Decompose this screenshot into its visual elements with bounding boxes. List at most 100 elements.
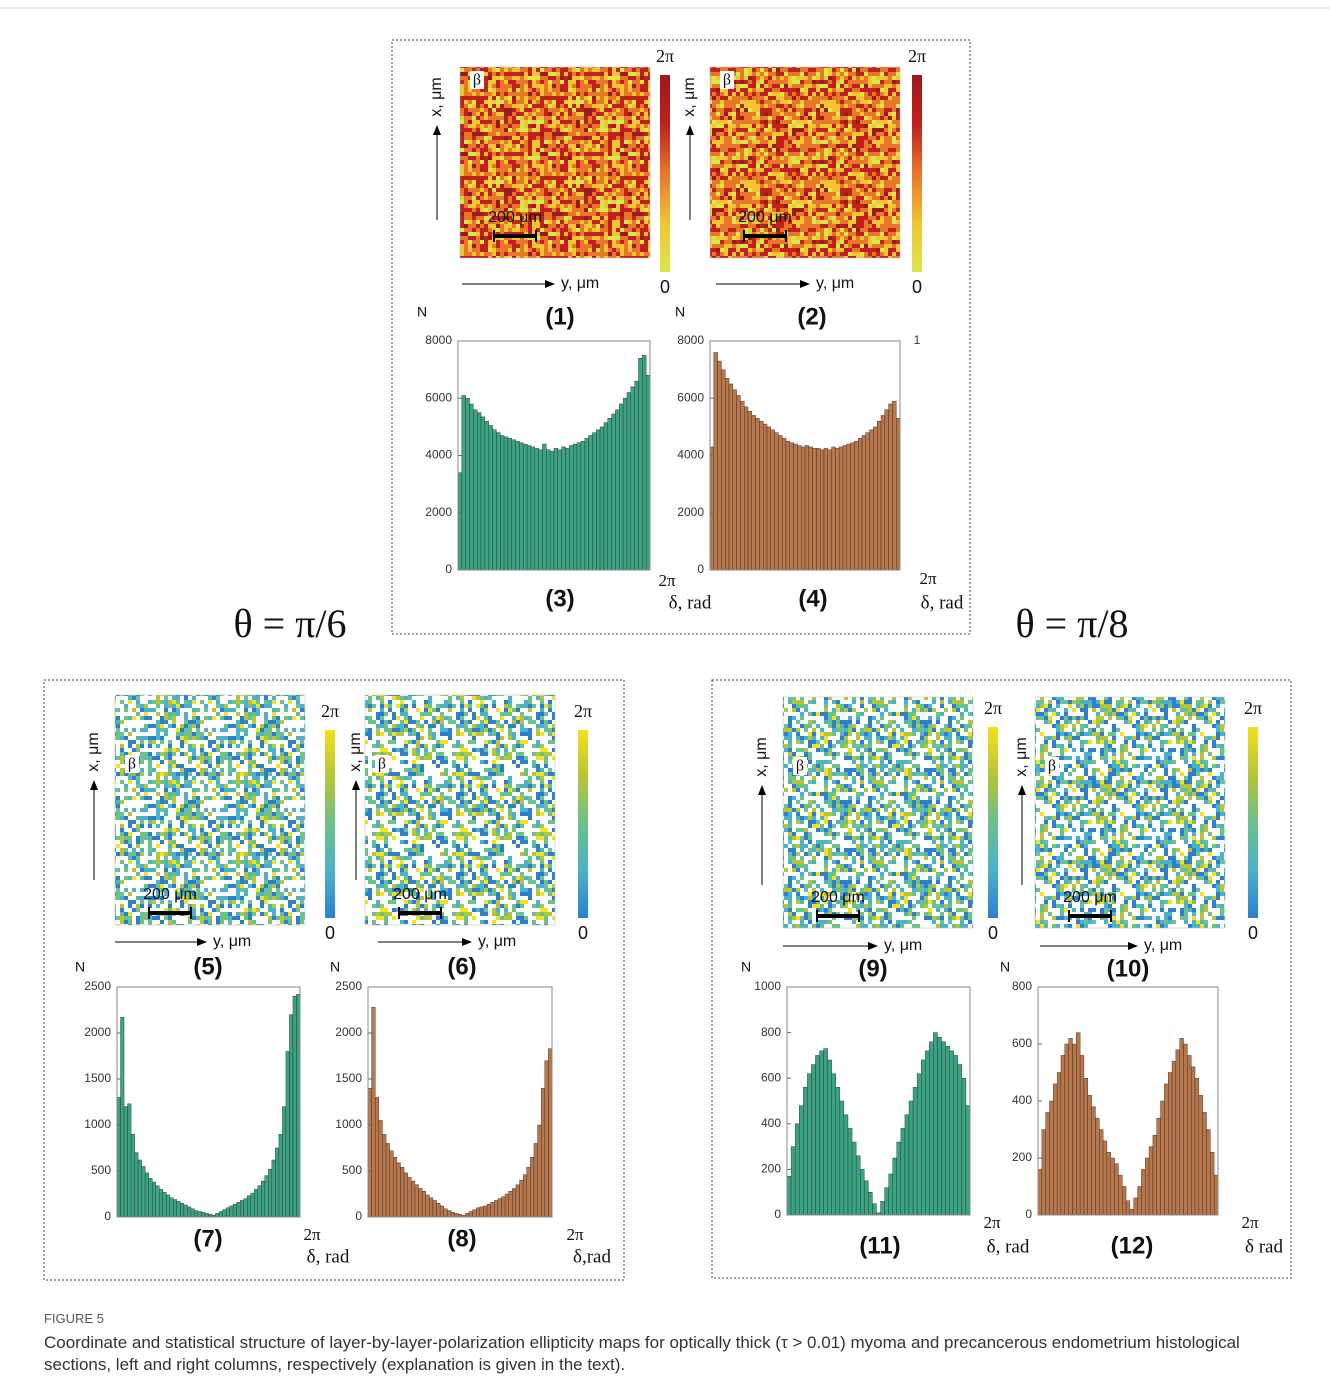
panel-frame (43, 679, 625, 1281)
y-tick-label: 0 (104, 1209, 111, 1223)
bar (411, 1180, 416, 1218)
bar (588, 435, 593, 571)
bar (880, 415, 885, 571)
bar (957, 1064, 963, 1216)
y-axis-label: N (417, 304, 427, 320)
bar (176, 1201, 181, 1218)
bar (793, 443, 798, 571)
bar (937, 1036, 942, 1216)
colorbar-min: 0 (1248, 923, 1258, 943)
x-axis-label: y, μm (213, 933, 251, 950)
bar (222, 1209, 227, 1218)
x-axis-label: y, μm (478, 933, 516, 950)
bar (141, 1166, 146, 1218)
bar (615, 409, 620, 571)
colorbar-max: 2π (321, 701, 339, 721)
bar (166, 1194, 170, 1218)
bar (389, 1150, 394, 1218)
bar (1194, 1077, 1200, 1216)
bar (236, 1202, 241, 1218)
bar (500, 435, 505, 571)
arrow-head (686, 125, 694, 135)
bar (367, 1087, 372, 1218)
bar (744, 406, 749, 571)
bar (1210, 1152, 1215, 1216)
bar (835, 448, 840, 571)
bar (533, 1143, 538, 1218)
bar (215, 1213, 220, 1218)
colorbar-min: 0 (988, 923, 998, 943)
y-tick-label: 0 (445, 562, 452, 576)
caption-text: Coordinate and statistical structure of … (44, 1333, 1240, 1374)
bar (576, 442, 582, 571)
bar (218, 1211, 223, 1218)
scale-bar-label: 200 μm (1063, 889, 1117, 906)
colorbar-min: 0 (325, 923, 335, 943)
y-axis-label: x, μm (753, 737, 770, 776)
bar (607, 418, 612, 571)
arrow-head (197, 938, 207, 946)
bar (1076, 1032, 1081, 1216)
bar (250, 1192, 255, 1218)
x-axis-label: δ, rad (307, 1246, 350, 1267)
bar (770, 429, 775, 571)
bar (925, 1050, 930, 1216)
bar (807, 1073, 812, 1216)
bar (868, 1191, 873, 1216)
panel-label: (3) (545, 585, 574, 612)
bar (190, 1208, 195, 1218)
bar (846, 443, 851, 571)
bar (725, 378, 730, 571)
y-tick-label: 600 (1012, 1036, 1032, 1050)
bar (855, 1155, 861, 1216)
bar (378, 1120, 383, 1218)
y-axis-label: N (330, 959, 340, 975)
bar (454, 1213, 459, 1218)
bar (839, 1100, 845, 1216)
bar (1079, 1055, 1085, 1216)
bar (530, 1156, 535, 1218)
bar (194, 1210, 199, 1218)
bar (580, 440, 585, 571)
polarization-map (459, 66, 651, 259)
bar (1198, 1095, 1203, 1216)
bar (400, 1167, 405, 1218)
scale-bar-label: 200 μm (393, 886, 447, 903)
bar (747, 410, 752, 571)
bar (257, 1185, 262, 1218)
bar (721, 369, 726, 571)
panel-label: (1) (545, 303, 574, 330)
bar (229, 1205, 234, 1218)
bar (504, 1193, 509, 1218)
bar (425, 1194, 430, 1218)
y-tick-label: 800 (761, 1025, 781, 1039)
bar (569, 445, 574, 571)
x-axis-label: δ,rad (573, 1246, 611, 1267)
bar (904, 1114, 910, 1216)
bar (755, 418, 760, 571)
y-tick-label: 600 (761, 1070, 781, 1084)
bar (596, 429, 601, 571)
y-tick-label: 800 (1012, 979, 1032, 993)
bar (385, 1143, 390, 1218)
bar (732, 389, 737, 571)
bar (497, 1198, 502, 1218)
bar (709, 446, 714, 571)
polarization-map (114, 694, 306, 926)
bar (483, 1205, 488, 1218)
bar (603, 422, 608, 571)
bar (831, 446, 836, 571)
colorbar-max: 2π (656, 46, 674, 66)
bar (1129, 1209, 1134, 1216)
bar (1168, 1072, 1173, 1216)
bar (611, 413, 616, 571)
y-tick-label: 8000 (677, 333, 704, 347)
bar (953, 1055, 959, 1216)
y-tick-label: 400 (761, 1116, 781, 1130)
bar (382, 1133, 387, 1218)
bar (443, 1208, 448, 1218)
y-tick-label: 0 (774, 1207, 781, 1221)
y-axis-label: x, μm (681, 77, 698, 116)
bar (1099, 1129, 1104, 1216)
bar (247, 1195, 251, 1218)
